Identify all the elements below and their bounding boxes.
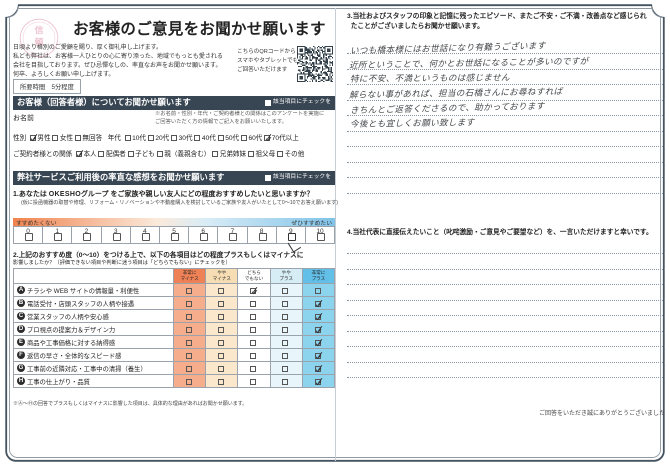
svg-text:信: 信 (35, 24, 44, 35)
